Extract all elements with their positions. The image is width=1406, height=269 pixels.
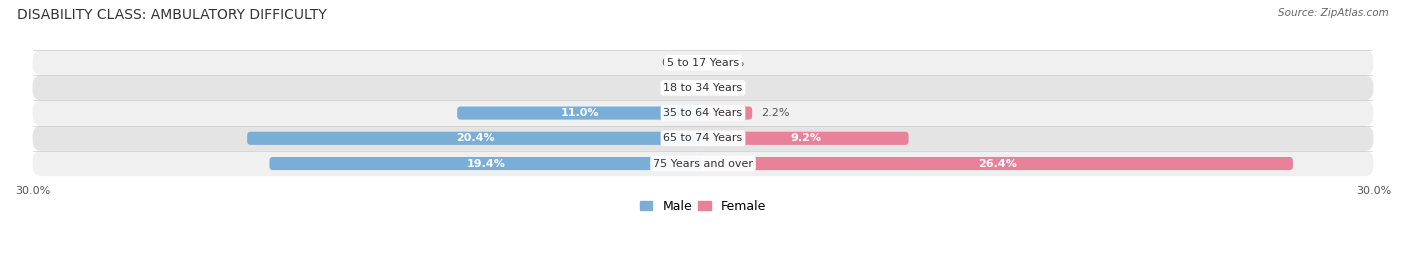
FancyBboxPatch shape <box>703 157 1294 170</box>
Text: 18 to 34 Years: 18 to 34 Years <box>664 83 742 93</box>
Text: DISABILITY CLASS: AMBULATORY DIFFICULTY: DISABILITY CLASS: AMBULATORY DIFFICULTY <box>17 8 326 22</box>
FancyBboxPatch shape <box>703 107 752 120</box>
FancyBboxPatch shape <box>32 50 1374 75</box>
Text: 0.0%: 0.0% <box>661 58 689 68</box>
FancyBboxPatch shape <box>32 100 1374 126</box>
Text: 35 to 64 Years: 35 to 64 Years <box>664 108 742 118</box>
Text: 2.2%: 2.2% <box>761 108 790 118</box>
Text: Source: ZipAtlas.com: Source: ZipAtlas.com <box>1278 8 1389 18</box>
Text: 19.4%: 19.4% <box>467 158 506 169</box>
FancyBboxPatch shape <box>32 151 1374 176</box>
FancyBboxPatch shape <box>247 132 703 145</box>
Text: 0.0%: 0.0% <box>661 83 689 93</box>
Text: 20.4%: 20.4% <box>456 133 495 143</box>
Text: 9.2%: 9.2% <box>790 133 821 143</box>
Text: 26.4%: 26.4% <box>979 158 1018 169</box>
Text: 0.0%: 0.0% <box>717 58 745 68</box>
Text: 65 to 74 Years: 65 to 74 Years <box>664 133 742 143</box>
Legend: Male, Female: Male, Female <box>636 195 770 218</box>
FancyBboxPatch shape <box>32 126 1374 151</box>
FancyBboxPatch shape <box>457 107 703 120</box>
FancyBboxPatch shape <box>270 157 703 170</box>
Text: 11.0%: 11.0% <box>561 108 599 118</box>
FancyBboxPatch shape <box>32 75 1374 100</box>
Text: 75 Years and over: 75 Years and over <box>652 158 754 169</box>
Text: 5 to 17 Years: 5 to 17 Years <box>666 58 740 68</box>
Text: 0.0%: 0.0% <box>717 83 745 93</box>
FancyBboxPatch shape <box>703 132 908 145</box>
